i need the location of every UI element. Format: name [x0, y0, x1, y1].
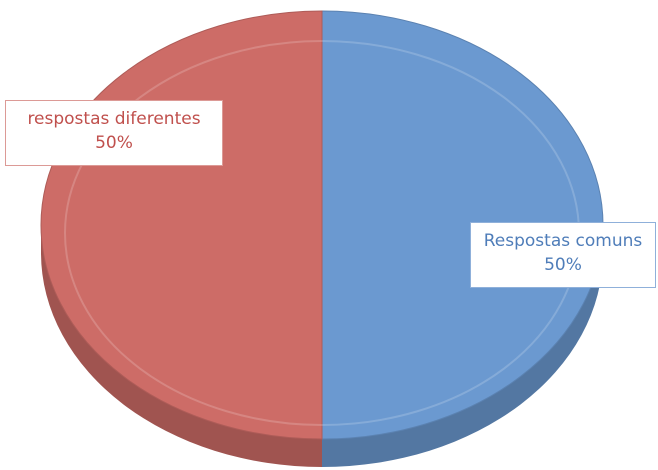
slice-label: respostas diferentes 50% [5, 100, 223, 166]
category-label: respostas diferentes [27, 109, 201, 129]
slice-side [322, 225, 603, 467]
slice-label: Respostas comuns 50% [470, 222, 656, 288]
value-label: 50% [95, 133, 133, 153]
category-label: Respostas comuns [483, 231, 643, 251]
value-label: 50% [544, 255, 582, 275]
slice [40, 10, 323, 440]
slice-side [41, 225, 322, 467]
